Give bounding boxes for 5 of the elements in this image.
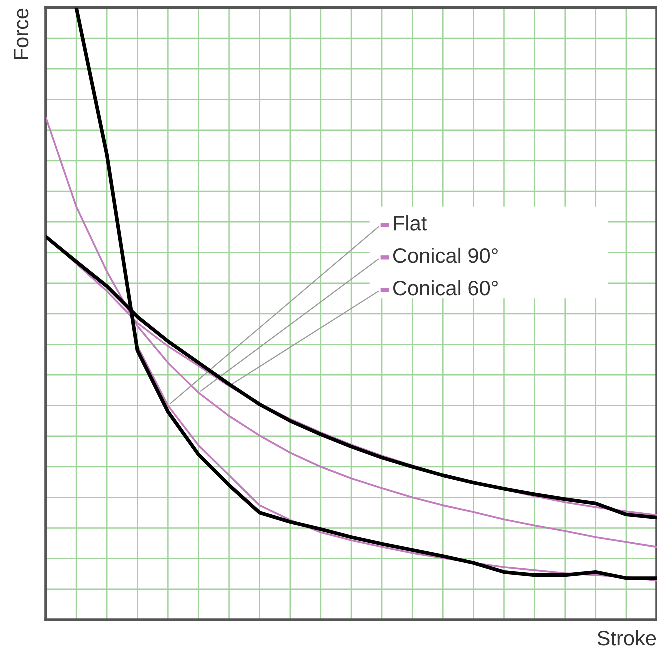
legend-label: Conical 90° xyxy=(393,248,498,264)
y-axis-title: Force xyxy=(14,8,29,60)
legend-label: Conical 60° xyxy=(393,280,498,296)
legend-label: Flat xyxy=(394,216,428,231)
x-axis-title: Stroke xyxy=(598,630,656,646)
